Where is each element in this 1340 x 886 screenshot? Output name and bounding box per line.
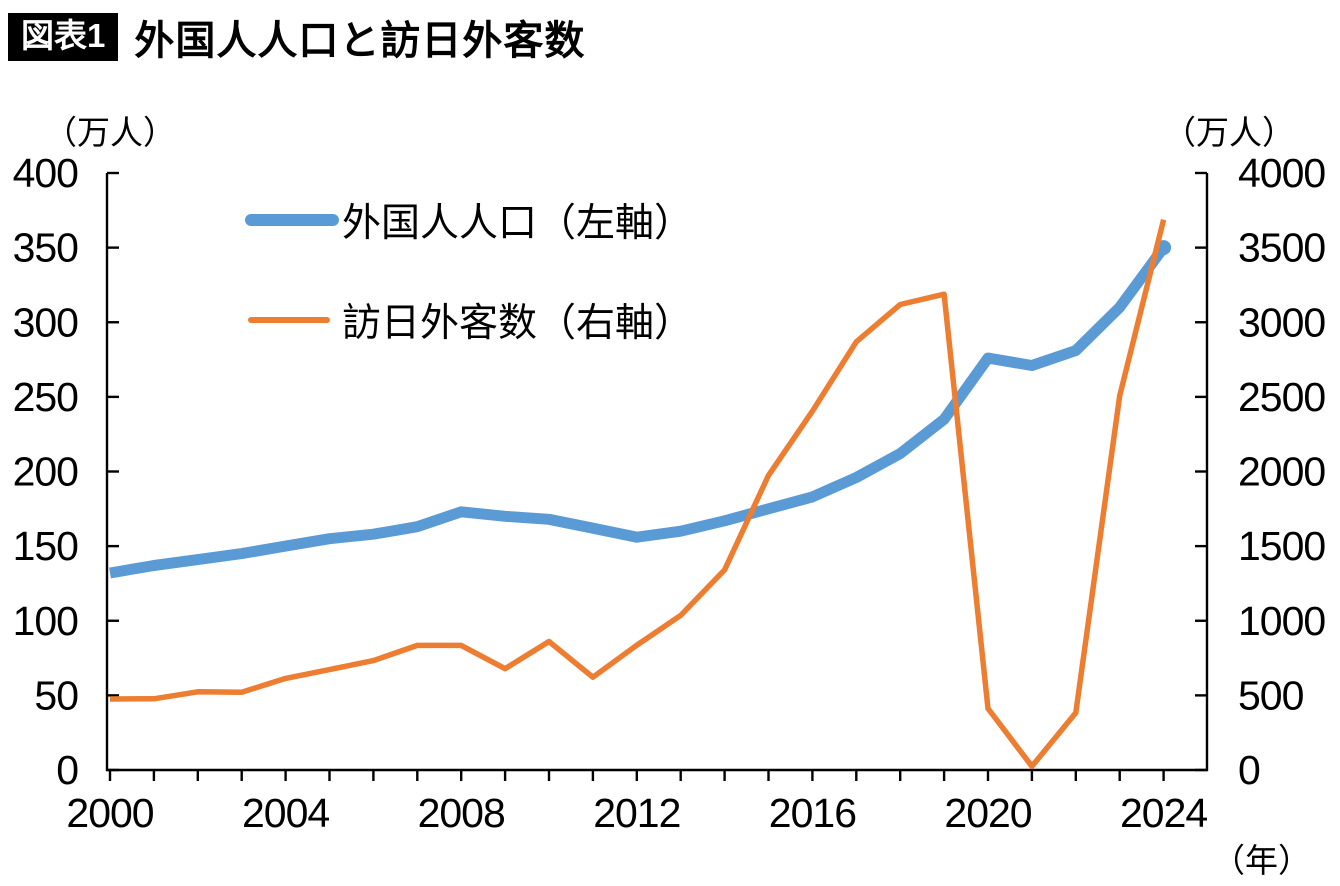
y-left-tick-label: 350 [13,225,79,271]
y-left-tick-label: 300 [13,299,79,345]
legend-item-population: 外国人人口（左軸） [245,196,693,245]
x-tick-label: 2012 [593,790,680,836]
legend: 外国人人口（左軸） 訪日外客数（右軸） [245,196,693,345]
figure-badge: 図表1 [8,12,119,62]
y-right-tick-label: 1500 [1238,523,1325,569]
visitors-line-swatch [248,317,330,323]
x-tick-label: 2000 [66,790,153,836]
y-right-tick-label: 500 [1238,672,1304,718]
left-axis-unit-label: （万人） [44,114,176,151]
x-tick-label: 2004 [242,790,329,836]
y-left-tick-label: 400 [13,150,79,196]
y-left-tick-label: 250 [13,374,79,420]
x-tick-label: 2016 [769,790,856,836]
x-tick-label: 2020 [944,790,1031,836]
title-block: 図表1 外国人人口と訪日外客数 [8,8,585,66]
visitors-swatch-box [245,317,340,323]
y-right-tick-label: 1000 [1238,598,1325,644]
x-axis-unit-label: （年） [1212,842,1311,879]
legend-label-population: 外国人人口（左軸） [342,202,694,245]
y-left-tick-label: 50 [34,672,78,718]
y-left-tick-label: 0 [56,747,78,793]
right-axis-unit-label: （万人） [1163,114,1295,151]
y-left-tick-label: 150 [13,523,79,569]
visitors-line [109,219,1167,770]
y-left-tick-label: 200 [13,449,79,495]
y-right-tick-label: 3000 [1238,299,1325,345]
y-right-tick-label: 0 [1238,747,1260,793]
y-left-tick-label: 100 [13,598,79,644]
x-tick-label: 2024 [1120,790,1207,836]
population-swatch-box [245,214,340,226]
population-line [109,244,1169,579]
y-right-tick-label: 2000 [1238,449,1325,495]
y-right-tick-label: 4000 [1238,150,1325,196]
legend-item-visitors: 訪日外客数（右軸） [245,296,693,345]
population-line-swatch [245,214,339,226]
y-right-tick-label: 2500 [1238,374,1325,420]
page-title: 外国人人口と訪日外客数 [134,19,586,63]
legend-label-visitors: 訪日外客数（右軸） [342,302,694,345]
x-tick-label: 2008 [418,790,505,836]
y-right-tick-label: 3500 [1238,225,1325,271]
